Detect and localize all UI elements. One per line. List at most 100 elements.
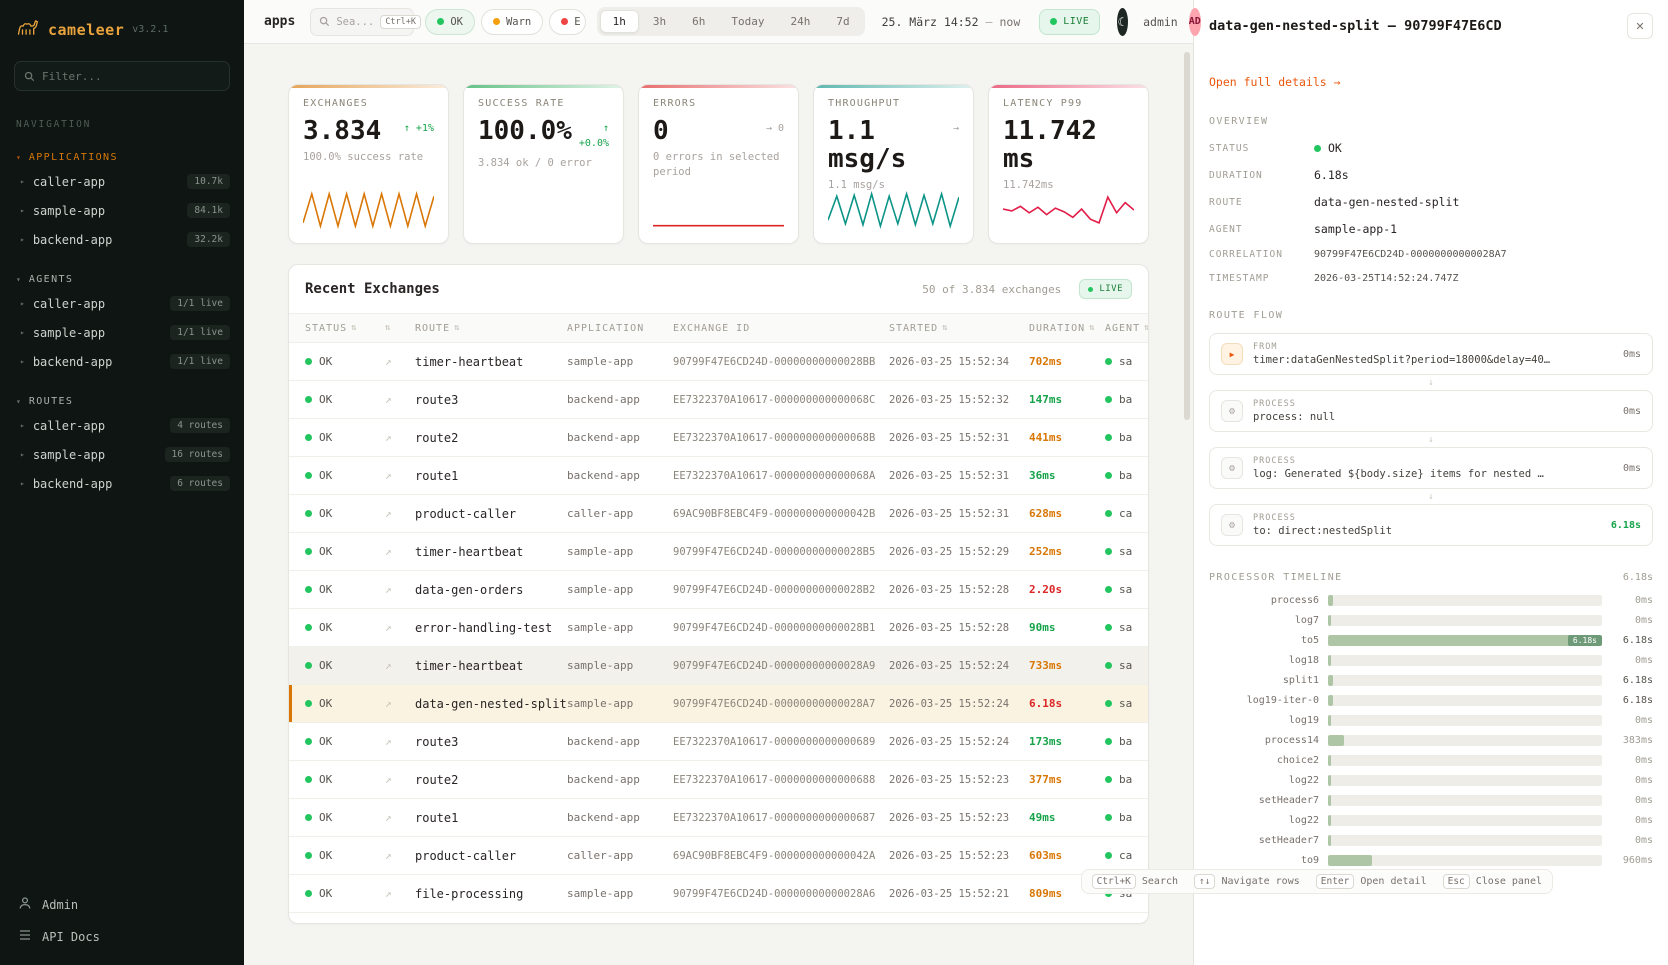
- sidebar-item-caller-app[interactable]: ▸ caller-app 1/1 live: [0, 289, 244, 318]
- scrollbar[interactable]: [1184, 52, 1190, 420]
- sidebar-item-sample-app[interactable]: ▸ sample-app 84.1k: [0, 196, 244, 225]
- timeline-row[interactable]: setHeader7 0ms: [1209, 835, 1653, 846]
- kpi-card-latency-p99[interactable]: LATENCY P99 11.742 ms 11.742ms: [988, 84, 1149, 244]
- kpi-card-throughput[interactable]: THROUGHPUT 1.1 msg/s → 1.1 msg/s: [813, 84, 974, 244]
- sidebar-item-sample-app[interactable]: ▸ sample-app 16 routes: [0, 440, 244, 469]
- replay-arrow-icon[interactable]: ↗: [385, 621, 392, 634]
- sidebar-item-backend-app[interactable]: ▸ backend-app 6 routes: [0, 469, 244, 498]
- replay-arrow-icon[interactable]: ↗: [385, 811, 392, 824]
- global-search[interactable]: Ctrl+K: [310, 7, 422, 36]
- timeline-row[interactable]: log7 0ms: [1209, 615, 1653, 626]
- kpi-card-exchanges[interactable]: EXCHANGES 3.834 ↑ +1% 100.0% success rate: [288, 84, 449, 244]
- sidebar-item-caller-app[interactable]: ▸ caller-app 4 routes: [0, 411, 244, 440]
- sidebar-section-header-applications[interactable]: ▾ APPLICATIONS: [0, 148, 244, 167]
- replay-arrow-icon[interactable]: ↗: [385, 393, 392, 406]
- table-row[interactable]: OK ↗ route1 backend-app EE7322370A10617-0000…: [289, 799, 1148, 837]
- kpi-card-success-rate[interactable]: SUCCESS RATE 100.0% ↑ +0.0% 3.834 ok / 0 err…: [463, 84, 624, 244]
- sidebar-item-left: ▸ caller-app: [20, 175, 105, 189]
- replay-arrow-icon[interactable]: ↗: [385, 659, 392, 672]
- table-row[interactable]: OK ↗ route2 backend-app EE7322370A10617-0000…: [289, 419, 1148, 457]
- theme-toggle[interactable]: ☾: [1117, 7, 1129, 36]
- timeline-row[interactable]: log22 0ms: [1209, 815, 1653, 826]
- replay-arrow-icon[interactable]: ↗: [385, 735, 392, 748]
- column-header-icon[interactable]: ⇅: [385, 323, 415, 333]
- timeline-row[interactable]: log19-iter-0 6.18s: [1209, 695, 1653, 706]
- table-row[interactable]: OK ↗ route3 backend-app EE7322370A10617-0000…: [289, 381, 1148, 419]
- sidebar-filter-input[interactable]: [42, 69, 220, 83]
- status-filter-warn[interactable]: Warn: [480, 8, 544, 35]
- sidebar-filter[interactable]: [14, 61, 230, 91]
- table-row[interactable]: OK ↗ route3 backend-app EE7322370A10617-0000…: [289, 723, 1148, 761]
- replay-arrow-icon[interactable]: ↗: [385, 583, 392, 596]
- sidebar-item-caller-app[interactable]: ▸ caller-app 10.7k: [0, 167, 244, 196]
- replay-arrow-icon[interactable]: ↗: [385, 355, 392, 368]
- kpi-card-errors[interactable]: ERRORS 0 → 0 0 errors in selected period: [638, 84, 799, 244]
- replay-arrow-icon[interactable]: ↗: [385, 469, 392, 482]
- replay-arrow-icon[interactable]: ↗: [385, 849, 392, 862]
- range-button-1h[interactable]: 1h: [599, 10, 639, 33]
- column-header-status[interactable]: STATUS ⇅: [305, 323, 385, 334]
- sidebar-section-header-routes[interactable]: ▾ ROUTES: [0, 392, 244, 411]
- timeline-row[interactable]: split1 6.18s: [1209, 675, 1653, 686]
- table-row[interactable]: OK ↗ file-processing sample-app 90799F47E6CD…: [289, 875, 1148, 913]
- range-button-today[interactable]: Today: [719, 11, 776, 32]
- timeline-row[interactable]: to5 6.18s 6.18s: [1209, 635, 1653, 646]
- table-row[interactable]: OK ↗ timer-heartbeat sample-app 90799F47E6CD…: [289, 343, 1148, 381]
- status-filter-e[interactable]: E: [549, 8, 586, 35]
- replay-arrow-icon[interactable]: ↗: [385, 545, 392, 558]
- table-row[interactable]: OK ↗ route2 backend-app EE7322370A10617-0000…: [289, 761, 1148, 799]
- live-indicator[interactable]: LIVE: [1039, 8, 1101, 35]
- table-row[interactable]: OK ↗ route1 backend-app EE7322370A10617-0000…: [289, 457, 1148, 495]
- avatar[interactable]: AD: [1188, 7, 1201, 36]
- sidebar-item-backend-app[interactable]: ▸ backend-app 32.2k: [0, 225, 244, 254]
- table-row[interactable]: OK ↗ timer-heartbeat sample-app 90799F47E6CD…: [289, 647, 1148, 685]
- close-panel-button[interactable]: ✕: [1627, 13, 1653, 39]
- flow-step-1[interactable]: ▶ FROM timer:dataGenNestedSplit?period=180…: [1209, 333, 1653, 375]
- timeline-row[interactable]: log19 0ms: [1209, 715, 1653, 726]
- column-header-started[interactable]: STARTED ⇅: [889, 323, 1029, 334]
- column-header-route[interactable]: ROUTE ⇅: [415, 323, 567, 334]
- global-search-input[interactable]: [336, 15, 375, 28]
- timeline-row[interactable]: process6 0ms: [1209, 595, 1653, 606]
- timeline-row[interactable]: log18 0ms: [1209, 655, 1653, 666]
- cell-started: 2026-03-25 15:52:31: [889, 507, 1010, 520]
- sidebar-footer-api-docs[interactable]: API Docs: [18, 928, 226, 945]
- replay-arrow-icon[interactable]: ↗: [385, 431, 392, 444]
- hint-close-panel: Esc Close panel: [1442, 874, 1542, 889]
- sidebar-item-backend-app[interactable]: ▸ backend-app 1/1 live: [0, 347, 244, 376]
- sidebar-item-left: ▸ caller-app: [20, 297, 105, 311]
- column-header-agent[interactable]: AGENT⇅: [1105, 323, 1148, 334]
- date-range[interactable]: 25. März 14:52 — now: [882, 15, 1021, 29]
- timeline-row[interactable]: process14 383ms: [1209, 735, 1653, 746]
- replay-arrow-icon[interactable]: ↗: [385, 773, 392, 786]
- range-button-7d[interactable]: 7d: [824, 11, 861, 32]
- sidebar-item-sample-app[interactable]: ▸ sample-app 1/1 live: [0, 318, 244, 347]
- table-row[interactable]: OK ↗ product-caller caller-app 69AC90BF8EBC4…: [289, 495, 1148, 533]
- range-button-24h[interactable]: 24h: [778, 11, 822, 32]
- table-row[interactable]: OK ↗ data-gen-nested-split sample-app 90799F…: [289, 685, 1148, 723]
- timeline-row[interactable]: setHeader7 0ms: [1209, 795, 1653, 806]
- flow-step-3[interactable]: ⚙ PROCESS log: Generated ${body.size} item…: [1209, 447, 1653, 489]
- table-row[interactable]: OK ↗ timer-heartbeat sample-app 90799F47E6CD…: [289, 533, 1148, 571]
- column-header-application[interactable]: APPLICATION: [567, 323, 673, 334]
- table-row[interactable]: OK ↗ error-handling-test sample-app 90799F47…: [289, 609, 1148, 647]
- status-filter-ok[interactable]: OK: [425, 8, 475, 35]
- timeline-row[interactable]: choice2 0ms: [1209, 755, 1653, 766]
- sidebar-section-header-agents[interactable]: ▾ AGENTS: [0, 270, 244, 289]
- range-button-3h[interactable]: 3h: [641, 11, 678, 32]
- open-full-details-link[interactable]: Open full details →: [1209, 75, 1341, 89]
- cell-duration: 628ms: [1029, 507, 1063, 520]
- column-header-duration[interactable]: DURATION ⇅: [1029, 323, 1105, 334]
- flow-step-4[interactable]: ⚙ PROCESS to: direct:nestedSplit 6.18s: [1209, 504, 1653, 546]
- sidebar-footer-admin[interactable]: Admin: [18, 896, 226, 913]
- replay-arrow-icon[interactable]: ↗: [385, 697, 392, 710]
- flow-step-2[interactable]: ⚙ PROCESS process: null 0ms: [1209, 390, 1653, 432]
- table-row[interactable]: OK ↗ product-caller caller-app 69AC90BF8EBC4…: [289, 837, 1148, 875]
- timeline-row[interactable]: to9 960ms: [1209, 855, 1653, 866]
- range-button-6h[interactable]: 6h: [680, 11, 717, 32]
- replay-arrow-icon[interactable]: ↗: [385, 507, 392, 520]
- column-header-exchange-id[interactable]: EXCHANGE ID: [673, 323, 889, 334]
- replay-arrow-icon[interactable]: ↗: [385, 887, 392, 900]
- table-row[interactable]: OK ↗ data-gen-orders sample-app 90799F47E6CD…: [289, 571, 1148, 609]
- timeline-row[interactable]: log22 0ms: [1209, 775, 1653, 786]
